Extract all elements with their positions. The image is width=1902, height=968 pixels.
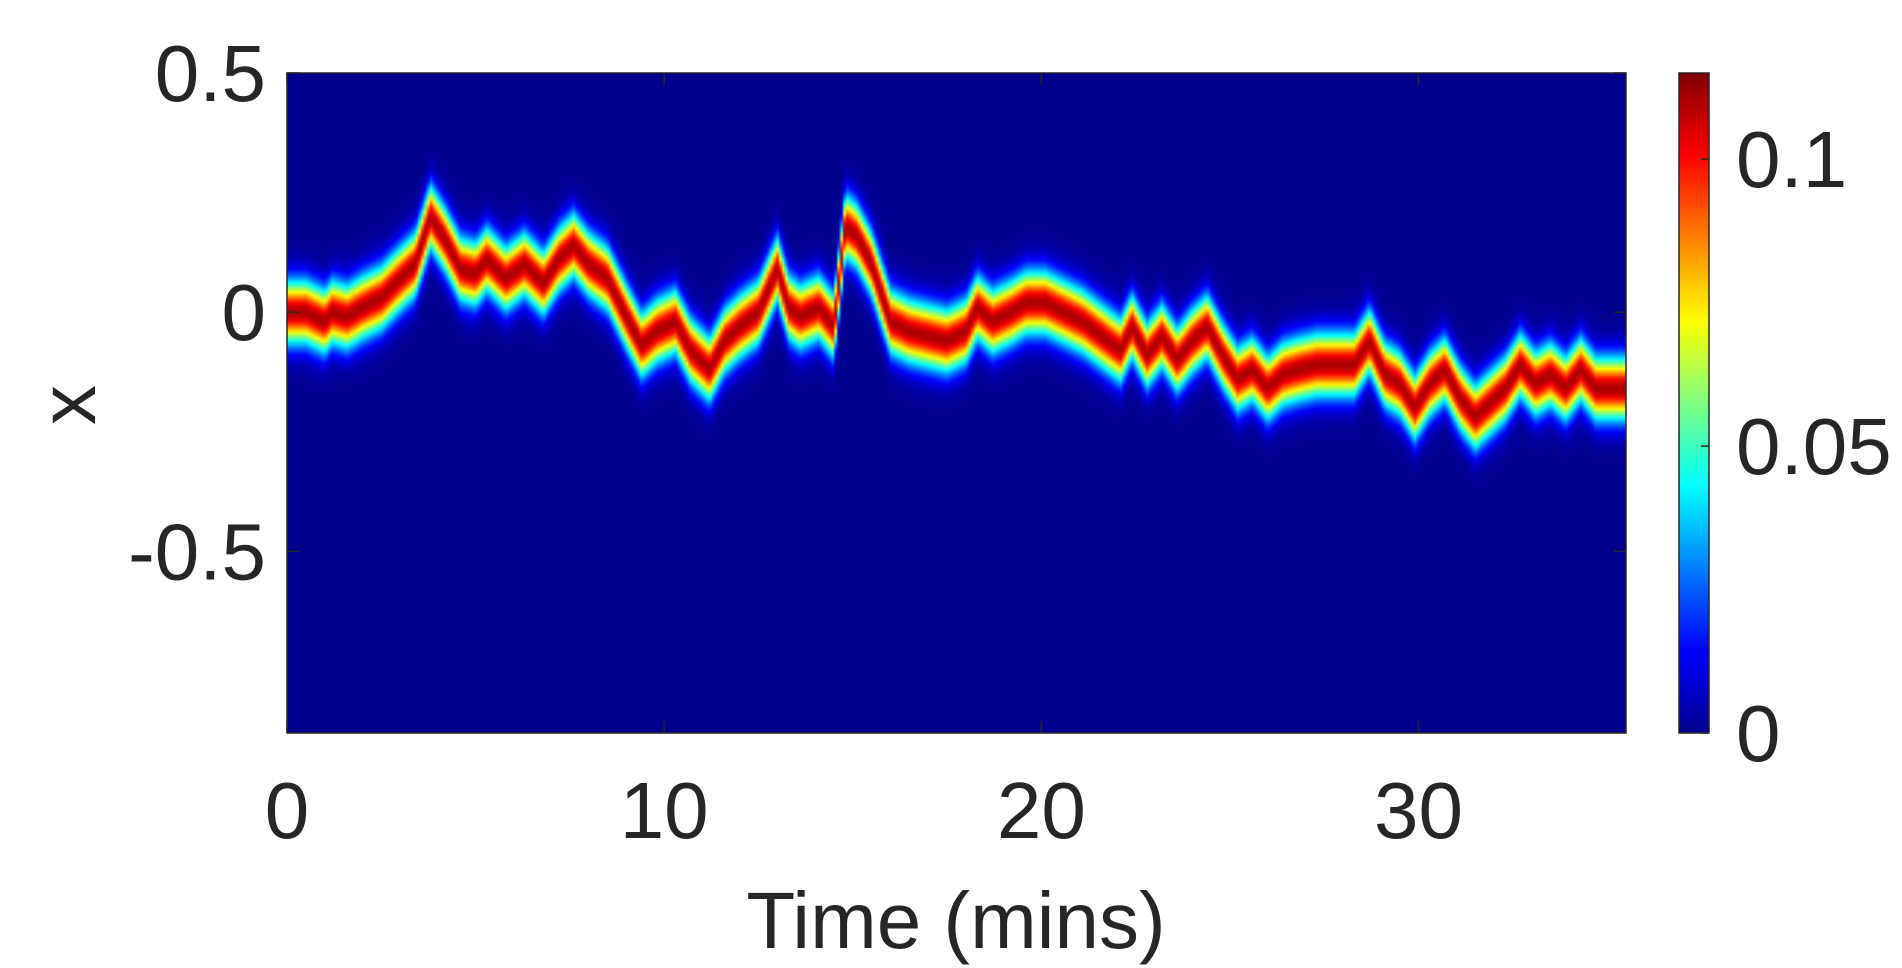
plot-area [286,72,1627,734]
y-tick-label: 0 [222,268,267,357]
plot-frame [286,72,1627,734]
y-axis: 0.5 0 -0.5 [128,29,1626,596]
x-tick-label: 0 [265,766,310,855]
x-axis-label: Time (mins) [746,876,1165,965]
x-tick-label: 20 [997,766,1086,855]
x-tick-label: 10 [620,766,709,855]
x-axis: 0 10 20 30 [265,73,1463,855]
y-tick-label: 0.5 [155,29,266,118]
y-tick-label: -0.5 [128,507,266,596]
colorbar-ticks: 0 0.05 0.1 [1701,115,1892,778]
colorbar-tick-label: 0.05 [1736,402,1892,491]
x-tick-label: 30 [1374,766,1463,855]
colorbar: 0 0.05 0.1 [1678,72,1892,778]
colorbar-tick-label: 0.1 [1736,115,1847,204]
y-axis-label: x [23,385,112,425]
colorbar-tick-label: 0 [1736,689,1781,778]
heatmap-image [287,73,1626,733]
colorbar-gradient [1678,72,1710,734]
